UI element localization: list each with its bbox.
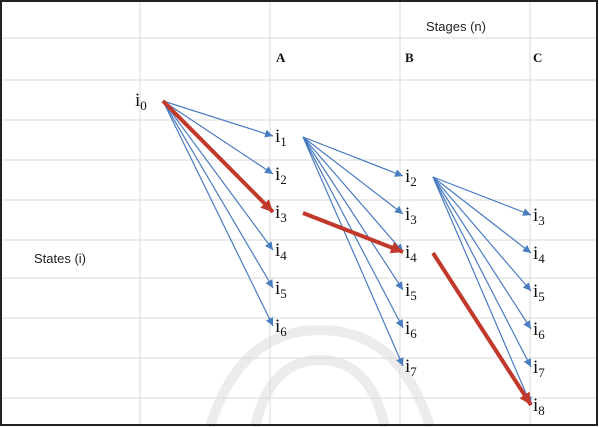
- state-node-b6: i6: [405, 318, 417, 341]
- state-node-c3: i3: [533, 205, 545, 228]
- state-node-b7: i7: [405, 356, 417, 379]
- state-node-c5: i5: [533, 281, 545, 304]
- transition-arrow: [162, 100, 274, 327]
- states-row-label: States (i): [34, 251, 86, 266]
- state-node-subscript: 0: [140, 98, 147, 113]
- state-node-subscript: 5: [280, 286, 287, 301]
- state-node-a2: i2: [275, 164, 287, 187]
- state-node-base: i: [533, 319, 538, 340]
- state-node-b5: i5: [405, 280, 417, 303]
- optimal-path-arrow: [161, 99, 275, 214]
- state-node-c8: i8: [533, 395, 545, 418]
- state-node-base: i: [405, 318, 410, 339]
- state-node-base: i: [405, 280, 410, 301]
- transition-arrow: [432, 176, 532, 254]
- state-node-subscript: 3: [538, 213, 545, 228]
- state-node-base: i: [275, 202, 280, 223]
- optimal-path-arrow: [302, 211, 404, 254]
- transition-arrow: [432, 176, 532, 216]
- state-node-b2: i2: [405, 166, 417, 189]
- transition-arrow: [302, 136, 404, 291]
- state-node-subscript: 3: [410, 212, 417, 227]
- stages-header: Stages (n): [426, 19, 486, 34]
- state-node-subscript: 7: [538, 365, 545, 380]
- state-node-base: i: [533, 243, 538, 264]
- state-node-a1: i1: [275, 126, 287, 149]
- state-node-b3: i3: [405, 204, 417, 227]
- state-node-base: i: [533, 281, 538, 302]
- state-node-base: i: [405, 166, 410, 187]
- transition-arrow: [302, 136, 404, 367]
- optimal-path-arrows: [161, 99, 533, 407]
- transition-arrow: [302, 136, 404, 177]
- state-node-subscript: 8: [538, 403, 545, 418]
- state-node-c6: i6: [533, 319, 545, 342]
- state-node-a6: i6: [275, 316, 287, 339]
- state-node-subscript: 4: [280, 248, 287, 263]
- state-node-a4: i4: [275, 240, 287, 263]
- state-node-c7: i7: [533, 357, 545, 380]
- transition-arrow: [302, 136, 404, 215]
- state-node-subscript: 5: [410, 288, 417, 303]
- state-node-base: i: [533, 205, 538, 226]
- state-node-base: i: [135, 90, 140, 111]
- state-node-a5: i5: [275, 278, 287, 301]
- transition-arrow: [162, 100, 274, 138]
- transition-arrow: [162, 100, 274, 175]
- transition-arrow: [162, 100, 274, 251]
- transition-arrow: [162, 100, 274, 289]
- state-node-base: i: [275, 164, 280, 185]
- transition-arrow: [432, 176, 532, 292]
- transition-arrow: [432, 176, 532, 330]
- transition-arrow: [432, 176, 532, 406]
- column-label-b: B: [405, 50, 414, 65]
- state-node-base: i: [405, 204, 410, 225]
- state-node-a3: i3: [275, 202, 287, 225]
- state-node-i0: i0: [135, 90, 147, 113]
- optimal-path-arrow: [431, 251, 533, 407]
- state-node-subscript: 6: [538, 327, 545, 342]
- state-node-subscript: 7: [410, 364, 417, 379]
- column-label-a: A: [276, 50, 286, 65]
- state-node-base: i: [275, 240, 280, 261]
- state-node-subscript: 5: [538, 289, 545, 304]
- state-node-base: i: [533, 395, 538, 416]
- state-node-subscript: 3: [280, 210, 287, 225]
- state-node-subscript: 1: [280, 134, 287, 149]
- state-node-subscript: 2: [280, 172, 287, 187]
- transition-arrows: [162, 100, 532, 406]
- watermark-ornament: [205, 324, 435, 427]
- state-node-c4: i4: [533, 243, 545, 266]
- state-node-subscript: 6: [410, 326, 417, 341]
- transition-arrow: [302, 136, 404, 253]
- state-node-b4: i4: [405, 242, 417, 265]
- state-node-base: i: [275, 278, 280, 299]
- state-node-base: i: [405, 242, 410, 263]
- state-node-subscript: 4: [410, 250, 417, 265]
- transition-arrow: [432, 176, 532, 368]
- state-node-base: i: [405, 356, 410, 377]
- column-label-c: C: [533, 50, 542, 65]
- state-node-subscript: 2: [410, 174, 417, 189]
- state-node-base: i: [275, 316, 280, 337]
- state-node-base: i: [533, 357, 538, 378]
- state-node-subscript: 6: [280, 324, 287, 339]
- state-node-base: i: [275, 126, 280, 147]
- state-node-subscript: 4: [538, 251, 545, 266]
